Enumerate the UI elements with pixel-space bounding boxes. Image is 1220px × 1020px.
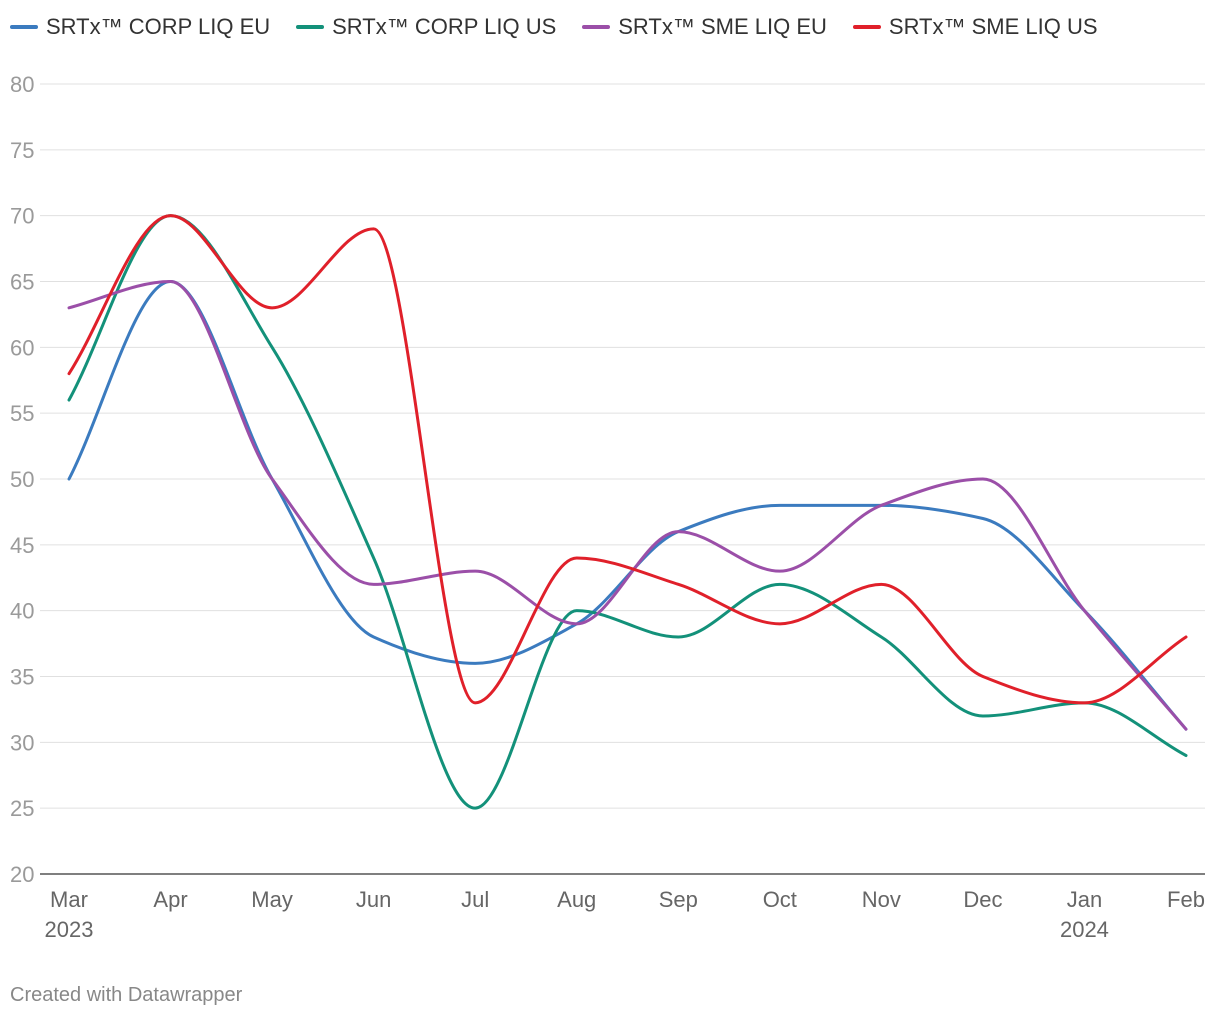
legend-swatch-corp-liq-us [296,25,325,29]
x-tick-label-feb: Feb [1167,887,1205,912]
legend-label-sme-liq-eu: SRTx™ SME LIQ EU [618,14,827,39]
y-tick-label-50: 50 [10,467,34,492]
y-tick-label-40: 40 [10,599,34,624]
y-tick-label-80: 80 [10,72,34,97]
y-gridlines [40,83,1205,875]
y-tick-label-75: 75 [10,138,34,163]
legend-item-sme-liq-us: SRTx™ SME LIQ US [852,14,1098,40]
legend-swatch-sme-liq-eu [582,25,611,29]
y-tick-label-60: 60 [10,335,34,360]
line-chart: 20 25 30 35 40 45 50 55 60 65 70 75 80 Mar 2023 Apr May J… [10,72,1205,942]
legend-swatch-sme-liq-us [852,25,881,29]
series-line-sme-liq-eu [67,280,1188,731]
y-tick-label-30: 30 [10,730,34,755]
x-tick-label-apr: Apr [153,887,187,912]
legend-item-corp-liq-us: SRTx™ CORP LIQ US [296,14,556,40]
legend-label-corp-liq-us: SRTx™ CORP LIQ US [332,14,557,39]
x-tick-year-2023: 2023 [45,917,94,942]
legend-item-corp-liq-eu: SRTx™ CORP LIQ EU [10,14,270,40]
legend: SRTx™ CORP LIQ EU SRTx™ CORP LIQ US SRTx… [10,14,1098,40]
legend-item-sme-liq-eu: SRTx™ SME LIQ EU [582,14,827,40]
x-tick-label-mar: Mar [50,887,88,912]
series-line-corp-liq-us [67,214,1188,810]
y-tick-label-35: 35 [10,665,34,690]
series-line-corp-liq-eu [67,280,1188,731]
footer-credit: Created with Datawrapper [10,984,243,1006]
x-tick-label-dec: Dec [963,887,1002,912]
y-tick-label-45: 45 [10,533,34,558]
y-tick-labels: 20 25 30 35 40 45 50 55 60 65 70 75 80 [10,72,34,887]
x-tick-label-jul: Jul [461,887,489,912]
x-tick-label-jun: Jun [356,887,391,912]
x-tick-label-may: May [251,887,293,912]
legend-label-sme-liq-us: SRTx™ SME LIQ US [888,14,1098,39]
legend-swatch-corp-liq-eu [10,25,38,29]
x-tick-year-2024: 2024 [1060,917,1109,942]
x-tick-labels: Mar 2023 Apr May Jun Jul Aug Sep Oct Nov Dec Jan 202… [45,887,1205,942]
y-tick-label-65: 65 [10,270,34,295]
y-tick-label-25: 25 [10,796,34,821]
x-tick-label-jan: Jan [1067,887,1102,912]
x-tick-label-sep: Sep [659,887,698,912]
x-tick-label-oct: Oct [763,887,797,912]
x-tick-label-aug: Aug [557,887,596,912]
y-tick-label-55: 55 [10,401,34,426]
y-tick-label-20: 20 [10,862,34,887]
y-tick-label-70: 70 [10,204,34,229]
x-tick-label-nov: Nov [862,887,901,912]
legend-label-corp-liq-eu: SRTx™ CORP LIQ EU [46,14,271,39]
series-line-sme-liq-us [67,214,1188,705]
